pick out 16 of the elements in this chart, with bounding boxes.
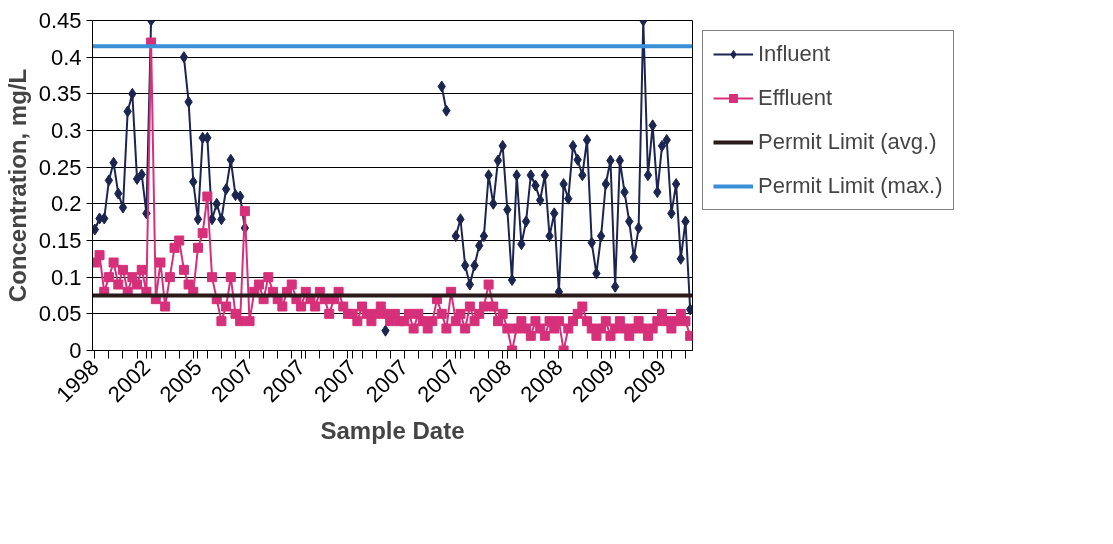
y-tick-label: 0.15 (38, 228, 82, 253)
y-tick-label: 0.45 (38, 8, 82, 33)
y-tick-label: 0.1 (50, 264, 82, 290)
legend-label: Effluent (758, 85, 833, 111)
y-tick-label: 0.3 (50, 118, 82, 143)
y-tick-label: 0.25 (38, 154, 82, 180)
y-tick-label: 0.05 (38, 301, 82, 327)
y-tick-label: 0.4 (50, 44, 82, 70)
x-axis-title: Sample Date (320, 416, 465, 444)
y-tick-label: 0.2 (50, 191, 82, 217)
y-axis-title: Concentration, mg/L (3, 68, 31, 303)
legend-label: Permit Limit (max.) (758, 173, 943, 199)
legend-label: Permit Limit (avg.) (758, 129, 937, 155)
legend-label: Influent (758, 41, 831, 67)
y-tick-label: 0 (69, 338, 82, 363)
y-tick-label: 0.35 (38, 81, 82, 107)
